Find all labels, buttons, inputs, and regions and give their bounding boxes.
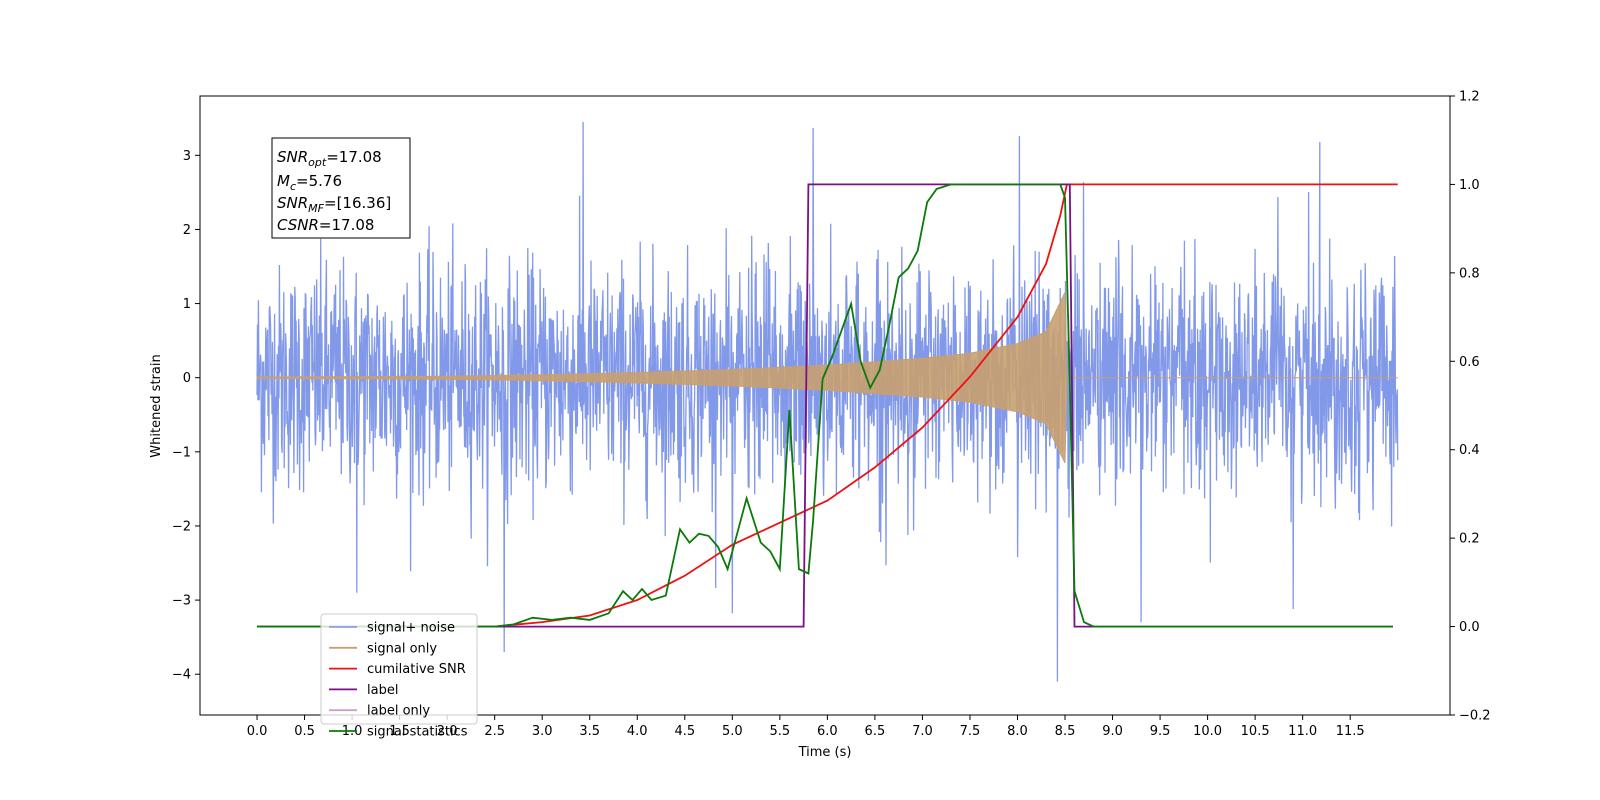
x-tick-label: 2.5 [484, 724, 505, 739]
signal-statistics-line [257, 183, 1393, 628]
legend-signal-noise-label: signal+ noise [367, 621, 455, 636]
y-right-tick-label: 0.0 [1459, 620, 1480, 635]
y-right-tick-label: 1.2 [1459, 90, 1480, 105]
y-left-tick-label: 0 [183, 371, 191, 386]
x-tick-label: 10.5 [1241, 724, 1270, 739]
annotation-mc: Mc=5.76 [277, 172, 342, 193]
y-axis-left: 3 2 1 0 −1 −2 −3 −4 [172, 149, 200, 683]
x-tick-label: 7.0 [912, 724, 933, 739]
annotation-snr-mf-sub: MF [308, 202, 324, 215]
annotation-snr-opt-label: SNR [277, 148, 308, 166]
annotation-snr-opt: SNRopt=17.08 [277, 148, 382, 169]
annotation-mc-label: M [277, 172, 290, 190]
y-right-tick-label: 1.0 [1459, 178, 1480, 193]
annotation-csnr-value: =17.08 [319, 216, 375, 234]
x-tick-label: 7.5 [960, 724, 981, 739]
x-tick-label: 6.0 [817, 724, 838, 739]
y-left-tick-label: 3 [183, 149, 191, 164]
y-axis-left-label: Whitened strain [149, 354, 164, 457]
series-layer [256, 121, 1399, 682]
legend-frame [320, 613, 478, 725]
y-right-tick-label: 0.6 [1459, 355, 1480, 370]
legend: signal+ noise signal only cumilative SNR la… [320, 613, 478, 740]
x-tick-label: 9.5 [1150, 724, 1171, 739]
x-tick-label: 11.5 [1336, 724, 1365, 739]
annotation-box: SNRopt=17.08 Mc=5.76 SNRMF=[16.36] CSNR=… [271, 137, 411, 239]
annotation-csnr: CSNR=17.08 [277, 216, 374, 234]
y-right-tick-label: 0.4 [1459, 443, 1480, 458]
x-tick-label: 9.0 [1102, 724, 1123, 739]
x-tick-label: 0.5 [294, 724, 315, 739]
x-tick-label: 4.0 [627, 724, 648, 739]
annotation-mc-value: =5.76 [296, 172, 342, 190]
annotation-snr-mf-label: SNR [277, 194, 308, 212]
y-right-tick-label: −0.2 [1459, 709, 1491, 724]
annotation-mc-sub: c [290, 180, 296, 193]
annotation-snr-mf-value: =[16.36] [324, 194, 391, 212]
x-tick-label: 3.5 [579, 724, 600, 739]
x-tick-label: 5.0 [722, 724, 743, 739]
y-right-tick-label: 0.2 [1459, 532, 1480, 547]
y-left-tick-label: −2 [172, 519, 191, 534]
signal-only-line [256, 292, 1398, 464]
plot-frame [199, 95, 1451, 716]
y-axis-right: 1.2 1.0 0.8 0.6 0.4 0.2 0.0 −0.2 [1450, 90, 1491, 724]
annotation-csnr-label: CSNR [277, 216, 319, 234]
x-tick-label: 0.0 [247, 724, 268, 739]
x-tick-label: 11.0 [1288, 724, 1317, 739]
legend-signal-only-label: signal only [367, 641, 437, 656]
annotation-snr-mf: SNRMF=[16.36] [277, 194, 391, 215]
x-tick-label: 3.0 [532, 724, 553, 739]
legend-signal-statistics-label: signal statistics [367, 725, 468, 740]
x-tick-label: 4.5 [674, 724, 695, 739]
annotation-snr-opt-value: =17.08 [326, 148, 382, 166]
x-axis: 0.0 0.5 1.0 1.5 2.0 2.5 3.0 3.5 4.0 4.5 5.0 5.5 6.0 6… [247, 715, 1365, 739]
x-tick-label: 10.0 [1193, 724, 1222, 739]
legend-label-label: label [367, 683, 398, 698]
x-tick-label: 8.0 [1007, 724, 1028, 739]
y-left-tick-label: 2 [183, 223, 191, 238]
x-tick-label: 5.5 [770, 724, 791, 739]
y-left-tick-label: −1 [172, 445, 191, 460]
x-tick-label: 8.5 [1055, 724, 1076, 739]
legend-label-only-label: label only [367, 704, 430, 719]
x-axis-label: Time (s) [798, 745, 852, 760]
x-tick-label: 2.0 [437, 724, 458, 739]
annotation-snr-opt-sub: opt [308, 156, 327, 169]
y-left-tick-label: 1 [183, 297, 191, 312]
annotation-frame [271, 137, 411, 239]
x-tick-label: 1.5 [389, 724, 410, 739]
x-tick-label: 6.5 [865, 724, 886, 739]
y-right-tick-label: 0.8 [1459, 266, 1480, 281]
y-left-tick-label: −3 [172, 594, 191, 609]
signal-noise-line [256, 121, 1399, 682]
legend-cumilative-snr-label: cumilative SNR [367, 662, 466, 677]
y-left-tick-label: −4 [172, 668, 191, 683]
